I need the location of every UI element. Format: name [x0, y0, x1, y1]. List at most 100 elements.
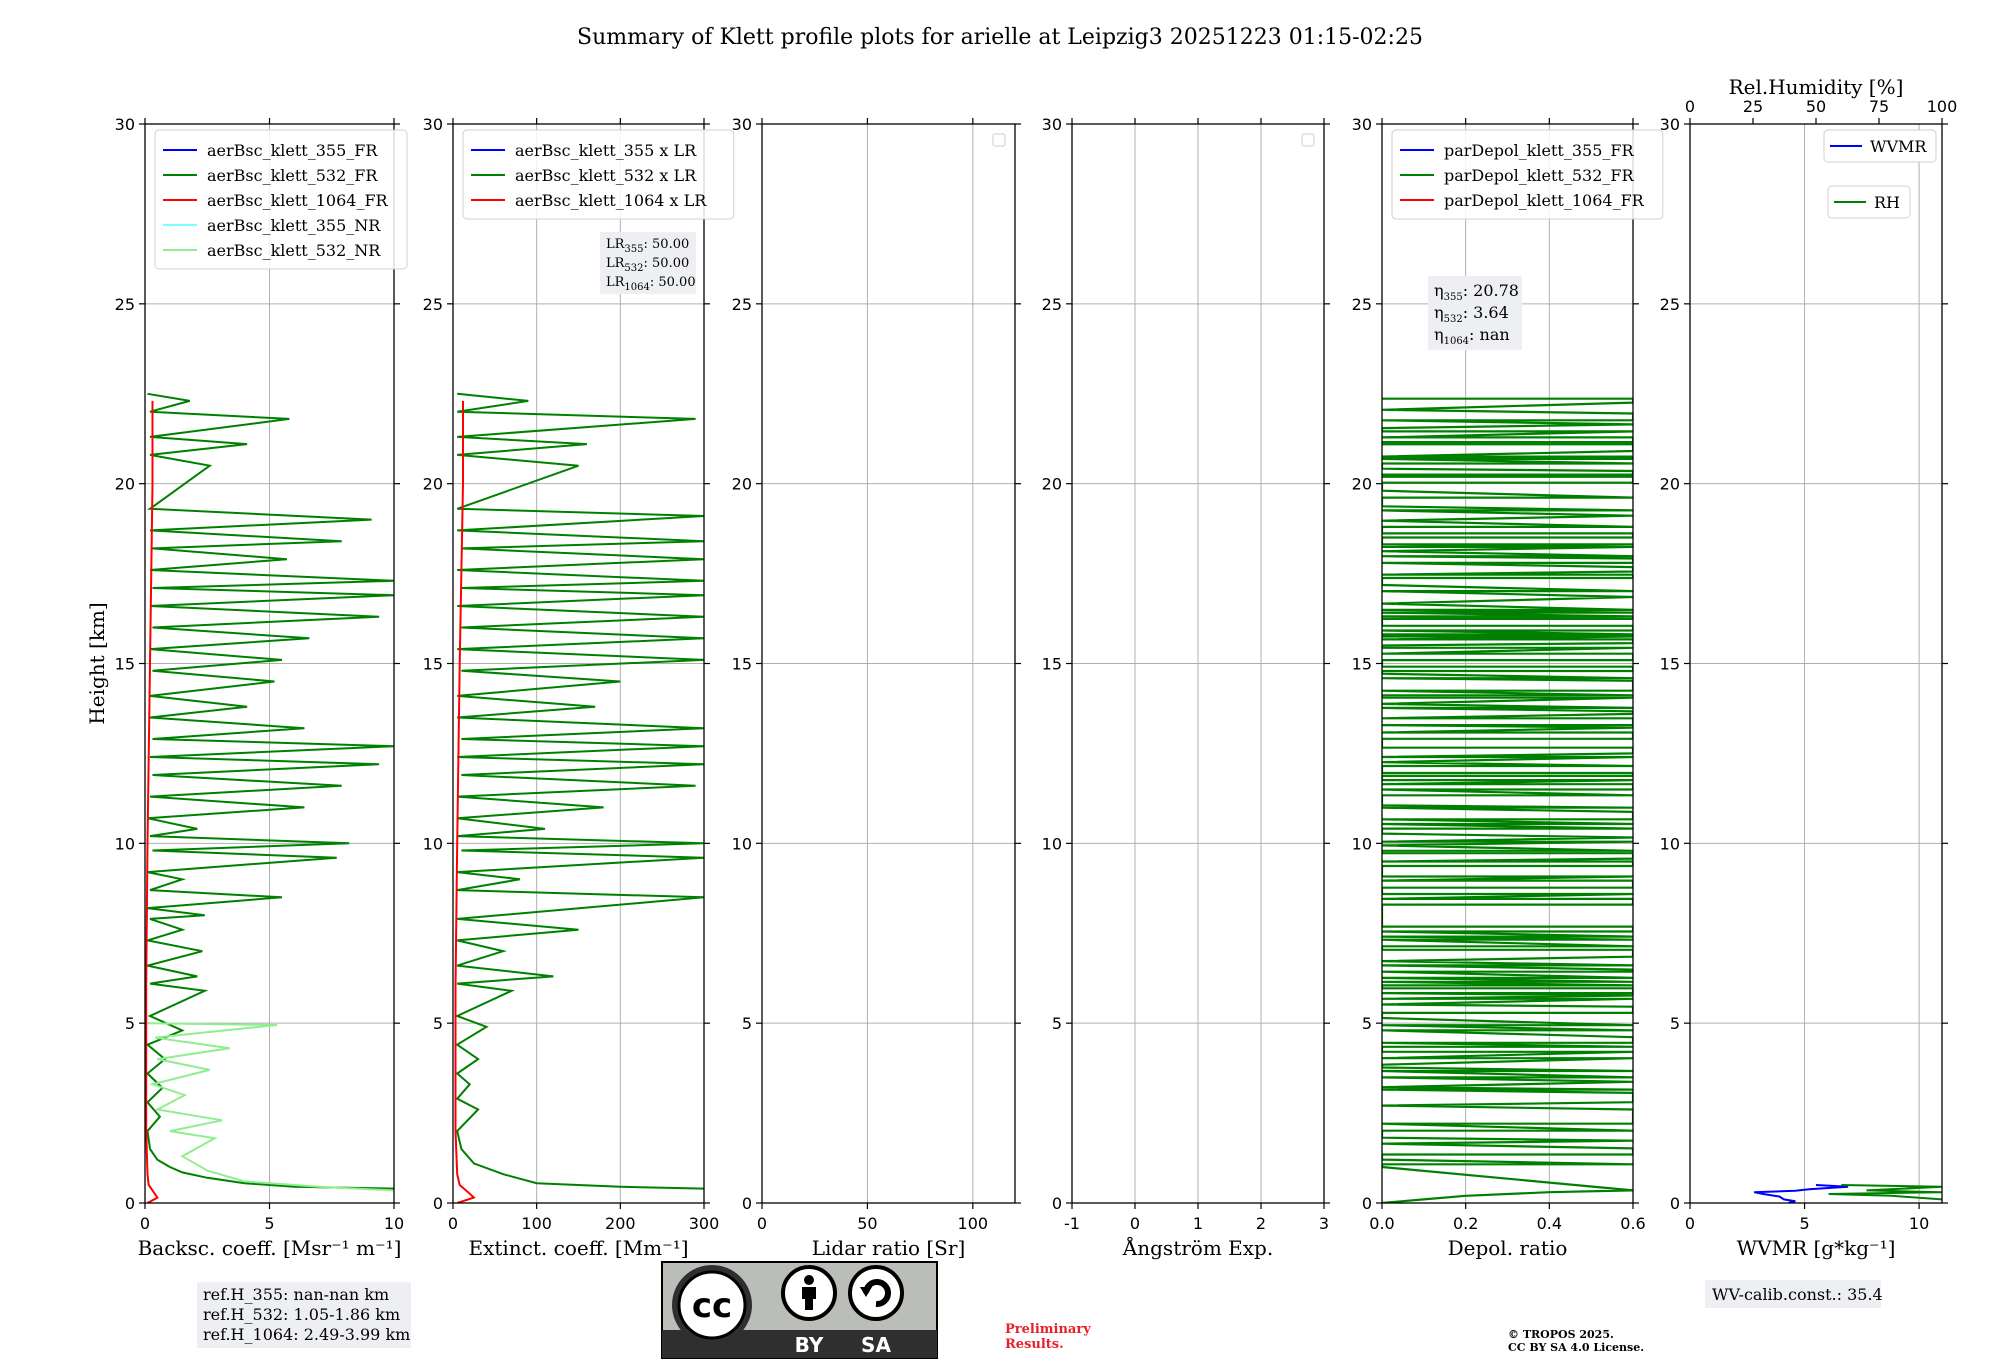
ytick-label-ae-3: 15 — [1042, 655, 1062, 674]
ytick-label-wv-4: 20 — [1660, 475, 1680, 494]
xtick-label-ext-1: 100 — [521, 1214, 552, 1233]
cc-license-badge: cc BY SA — [661, 1261, 938, 1359]
xtick-label-ae-1: 0 — [1130, 1214, 1140, 1233]
xtick-top-label-wv-4: 100 — [1927, 97, 1958, 116]
plot-area-depol — [1382, 397, 1633, 1203]
series-ext-1 — [454, 400, 476, 1203]
ytick-label-ae-6: 30 — [1042, 115, 1062, 134]
xtick-label-wv-1: 5 — [1799, 1214, 1809, 1233]
copyright-line-2: CC BY SA 4.0 License. — [1508, 1341, 1644, 1354]
ytick-label-lr-0: 0 — [742, 1194, 752, 1213]
legend-box-bsc — [154, 129, 408, 270]
xtick-label-bsc-2: 10 — [384, 1214, 404, 1233]
ytick-label-ext-6: 30 — [423, 115, 443, 134]
annotation-box-depol — [1428, 276, 1522, 350]
xlabel-bsc: Backsc. coeff. [Msr⁻¹ m⁻¹] — [138, 1236, 402, 1260]
xlabel-ext: Extinct. coeff. [Mm⁻¹] — [468, 1236, 688, 1260]
xtick-top-label-wv-2: 50 — [1806, 97, 1826, 116]
legend-label-bsc-1: aerBsc_klett_532_FR — [207, 166, 378, 185]
annotation-line-wv-0: WV-calib.const.: 35.4 — [1712, 1285, 1883, 1304]
ytick-label-depol-0: 0 — [1362, 1194, 1372, 1213]
xtick-top-label-wv-1: 25 — [1743, 97, 1763, 116]
xtick-label-depol-2: 0.4 — [1537, 1214, 1562, 1233]
ytick-label-ext-4: 20 — [423, 475, 443, 494]
ytick-label-bsc-0: 0 — [125, 1194, 135, 1213]
xtick-label-depol-0: 0.0 — [1369, 1214, 1394, 1233]
preliminary-note: Preliminary Results. — [1005, 1322, 1091, 1352]
ytick-label-lr-6: 30 — [732, 115, 752, 134]
copyright-line-1: © TROPOS 2025. — [1508, 1328, 1614, 1341]
ytick-label-ae-4: 20 — [1042, 475, 1062, 494]
ytick-label-ext-3: 15 — [423, 655, 443, 674]
ytick-label-ext-1: 5 — [433, 1014, 443, 1033]
series-bsc-0 — [145, 392, 394, 1190]
copyright-note: © TROPOS 2025. CC BY SA 4.0 License. — [1508, 1328, 1644, 1354]
xtick-label-bsc-0: 0 — [140, 1214, 150, 1233]
xtick-label-wv-0: 0 — [1685, 1214, 1695, 1233]
xtick-top-label-wv-0: 0 — [1685, 97, 1695, 116]
preliminary-line-2: Results. — [1005, 1337, 1064, 1352]
legend-label-bsc-0: aerBsc_klett_355_FR — [207, 141, 378, 160]
legend-label-bsc-4: aerBsc_klett_532_NR — [207, 241, 381, 260]
xtick-label-ae-3: 2 — [1256, 1214, 1266, 1233]
ytick-label-wv-6: 30 — [1660, 115, 1680, 134]
ytick-label-depol-5: 25 — [1352, 295, 1372, 314]
ytick-label-bsc-3: 15 — [115, 655, 135, 674]
ytick-label-lr-4: 20 — [732, 475, 752, 494]
ytick-label-depol-3: 15 — [1352, 655, 1372, 674]
ytick-label-ae-0: 0 — [1052, 1194, 1062, 1213]
ytick-label-wv-0: 0 — [1670, 1194, 1680, 1213]
ytick-label-ae-5: 25 — [1042, 295, 1062, 314]
share-alike-icon — [848, 1265, 904, 1321]
ytick-label-lr-3: 15 — [732, 655, 752, 674]
legend-label-wv-1: RH — [1874, 193, 1900, 212]
legend-box-depol — [1391, 129, 1664, 220]
legend-label-ext-2: aerBsc_klett_1064 x LR — [515, 191, 707, 210]
legend-empty-ae — [1301, 133, 1315, 147]
ytick-label-ext-0: 0 — [433, 1194, 443, 1213]
cc-logo-icon: cc — [672, 1265, 752, 1345]
ytick-label-depol-2: 10 — [1352, 834, 1372, 853]
xtick-label-ext-3: 300 — [689, 1214, 720, 1233]
ytick-label-wv-2: 10 — [1660, 834, 1680, 853]
ytick-label-bsc-1: 5 — [125, 1014, 135, 1033]
annotation-box-ext — [600, 232, 696, 294]
panel-bsc: 0 5 10 15 20 25 30 0 5 10 Backsc. coeff. [Msr⁻¹ m⁻… — [85, 115, 411, 1348]
legend-box-ext — [462, 129, 735, 220]
xtick-label-depol-3: 0.6 — [1620, 1214, 1645, 1233]
annotation-line-depol-1: η532: 3.64 — [1434, 303, 1509, 325]
xtick-label-lr-2: 100 — [958, 1214, 989, 1233]
plot-area-bsc — [145, 392, 394, 1203]
ytick-label-bsc-6: 30 — [115, 115, 135, 134]
ytick-label-depol-6: 30 — [1352, 115, 1372, 134]
xtick-label-ae-0: -1 — [1064, 1214, 1080, 1233]
xlabel-lr: Lidar ratio [Sr] — [812, 1236, 966, 1260]
ytick-label-depol-1: 5 — [1362, 1014, 1372, 1033]
attribution-icon — [781, 1265, 837, 1321]
series-bsc-2 — [145, 400, 159, 1203]
legend-entry-wv-0: WVMR — [1823, 129, 1937, 163]
figure-title: Summary of Klett profile plots for ariel… — [577, 25, 1423, 50]
legend-label-depol-1: parDepol_klett_532_FR — [1444, 166, 1635, 185]
xtick-label-wv-2: 10 — [1909, 1214, 1929, 1233]
panel-depol: 0 5 10 15 20 25 30 0.0 0.2 0.4 0.6 Depol. ratio parD… — [1352, 115, 1664, 1260]
xtick-top-label-wv-3: 75 — [1869, 97, 1889, 116]
series-wv-0 — [1753, 1184, 1849, 1203]
series-ext-0 — [454, 392, 704, 1190]
series-bsc-1 — [147, 1022, 394, 1192]
xlabel-wv: WVMR [g*kg⁻¹] — [1737, 1236, 1896, 1260]
annotation-line-ext-0: LR355: 50.00 — [606, 237, 689, 255]
ytick-label-lr-2: 10 — [732, 834, 752, 853]
legend-label-wv-0: WVMR — [1870, 137, 1927, 156]
annotation-box-wv — [1705, 1280, 1881, 1308]
annotation-box-bsc — [197, 1282, 411, 1348]
xtick-label-lr-0: 0 — [757, 1214, 767, 1233]
xtick-label-ext-2: 200 — [605, 1214, 636, 1233]
ytick-label-lr-1: 5 — [742, 1014, 752, 1033]
legend-label-bsc-2: aerBsc_klett_1064_FR — [207, 191, 389, 210]
legend-box-wv-1 — [1827, 185, 1911, 219]
